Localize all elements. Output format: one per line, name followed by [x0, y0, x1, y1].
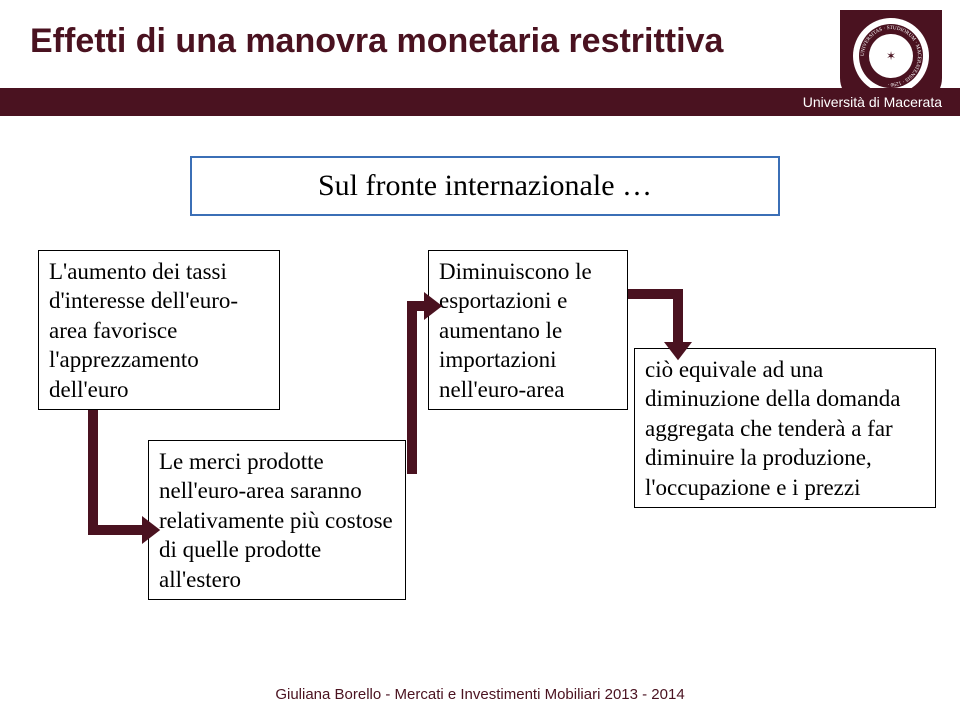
connector-c-to-d — [0, 0, 960, 717]
footer-text: Giuliana Borello - Mercati e Investiment… — [0, 686, 960, 703]
